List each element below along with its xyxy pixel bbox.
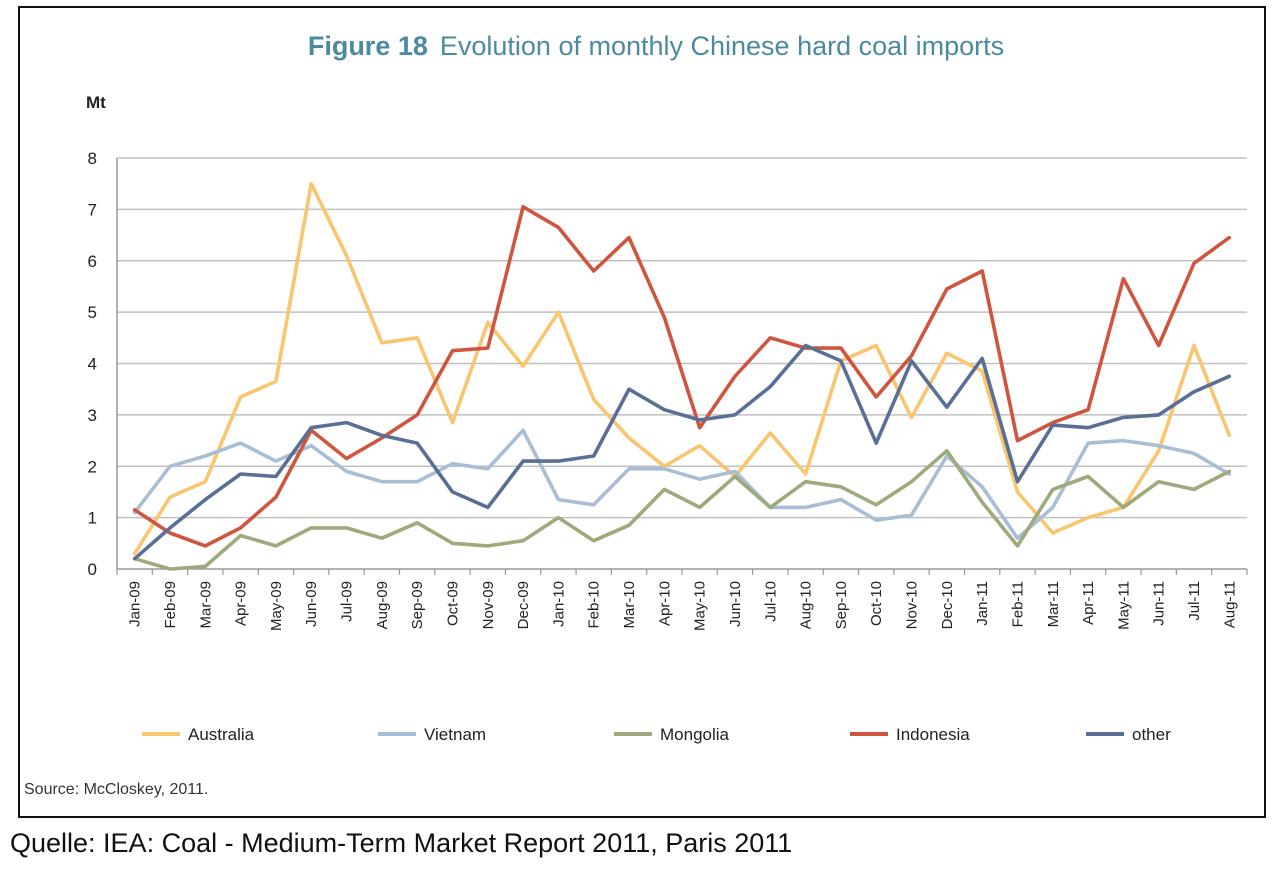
y-tick-label: 6 bbox=[88, 252, 97, 271]
figure-number: Figure 18 bbox=[308, 31, 428, 61]
legend-label: Australia bbox=[188, 725, 255, 744]
x-tick-label: May-11 bbox=[1115, 581, 1132, 630]
x-tick-label: Oct-10 bbox=[868, 581, 885, 626]
x-tick-label: Jun-10 bbox=[727, 581, 744, 627]
x-tick-label: Feb-11 bbox=[1009, 581, 1026, 627]
x-tick-labels: Jan-09 Feb-09 Mar-09 Apr-09 May-09 Jun-09 Jul-… bbox=[127, 581, 1239, 631]
x-tick-label: Aug-10 bbox=[798, 581, 815, 629]
x-tick-label: Apr-11 bbox=[1080, 581, 1097, 625]
title-text: Evolution of monthly Chinese hard coal i… bbox=[440, 31, 1004, 61]
line-chart: Figure 18 Evolution of monthly Chinese ha… bbox=[24, 31, 1248, 798]
x-tick-label: Nov-10 bbox=[904, 581, 921, 629]
y-tick-label: 2 bbox=[88, 457, 97, 476]
series-line-other bbox=[132, 343, 1232, 561]
legend-label: Indonesia bbox=[896, 725, 970, 744]
x-tick-label: Jun-11 bbox=[1151, 581, 1168, 626]
x-tick-label: Mar-11 bbox=[1045, 581, 1062, 627]
x-tick-label: Dec-10 bbox=[939, 581, 956, 629]
x-tick-label: Jan-11 bbox=[974, 581, 991, 626]
figure-caption: Quelle: IEA: Coal - Medium-Term Market R… bbox=[10, 828, 793, 858]
x-tick-label: Jan-09 bbox=[127, 581, 144, 627]
grid-layer bbox=[116, 157, 1248, 575]
y-tick-label: 5 bbox=[88, 303, 97, 322]
x-tick-label: Jun-09 bbox=[303, 581, 320, 627]
y-tick-label: 7 bbox=[88, 200, 97, 219]
x-tick-label: Feb-09 bbox=[162, 581, 179, 629]
series-line-mongolia bbox=[132, 448, 1232, 571]
y-tick-label: 1 bbox=[88, 509, 97, 528]
source-note: Source: McCloskey, 2011. bbox=[24, 781, 208, 798]
x-tick-label: Dec-09 bbox=[515, 581, 532, 629]
y-tick-label: 8 bbox=[88, 149, 97, 168]
y-tick-labels: 0 1 2 3 4 5 6 7 8 bbox=[88, 149, 97, 579]
legend-label: other bbox=[1132, 725, 1171, 744]
x-tick-label: Jan-10 bbox=[550, 581, 567, 627]
x-tick-label: Feb-10 bbox=[586, 581, 603, 629]
chart-title: Figure 18 Evolution of monthly Chinese ha… bbox=[308, 31, 1004, 61]
series-line-indonesia bbox=[132, 205, 1232, 548]
series-line-vietnam bbox=[132, 428, 1232, 541]
legend-label: Vietnam bbox=[424, 725, 486, 744]
x-tick-label: Apr-09 bbox=[233, 581, 250, 626]
y-tick-label: 3 bbox=[88, 406, 97, 425]
series-line-australia bbox=[132, 181, 1232, 556]
x-tick-label: Apr-10 bbox=[656, 581, 673, 626]
x-tick-label: Nov-09 bbox=[480, 581, 497, 629]
x-tick-label: Jul-09 bbox=[339, 581, 356, 622]
series-layer bbox=[132, 181, 1232, 571]
x-tick-label: Aug-11 bbox=[1221, 581, 1238, 628]
x-tick-label: Aug-09 bbox=[374, 581, 391, 629]
x-tick-label: Sep-10 bbox=[833, 581, 850, 629]
x-tick-label: Mar-10 bbox=[621, 581, 638, 629]
legend: Australia Vietnam Mongolia Indonesia other bbox=[142, 725, 1171, 744]
x-tick-label: Mar-09 bbox=[197, 581, 214, 629]
y-tick-label: 4 bbox=[88, 355, 97, 374]
y-axis-label: Mt bbox=[86, 93, 106, 112]
figure-frame: Figure 18 Evolution of monthly Chinese ha… bbox=[18, 6, 1266, 818]
x-tick-label: Sep-09 bbox=[409, 581, 426, 629]
x-tick-label: Oct-09 bbox=[444, 581, 461, 626]
x-tick-label: Jul-11 bbox=[1186, 581, 1203, 621]
x-tick-label: May-10 bbox=[692, 581, 709, 631]
x-tick-label: May-09 bbox=[268, 581, 285, 631]
legend-label: Mongolia bbox=[660, 725, 730, 744]
y-tick-label: 0 bbox=[88, 560, 97, 579]
x-tick-label: Jul-10 bbox=[762, 581, 779, 622]
